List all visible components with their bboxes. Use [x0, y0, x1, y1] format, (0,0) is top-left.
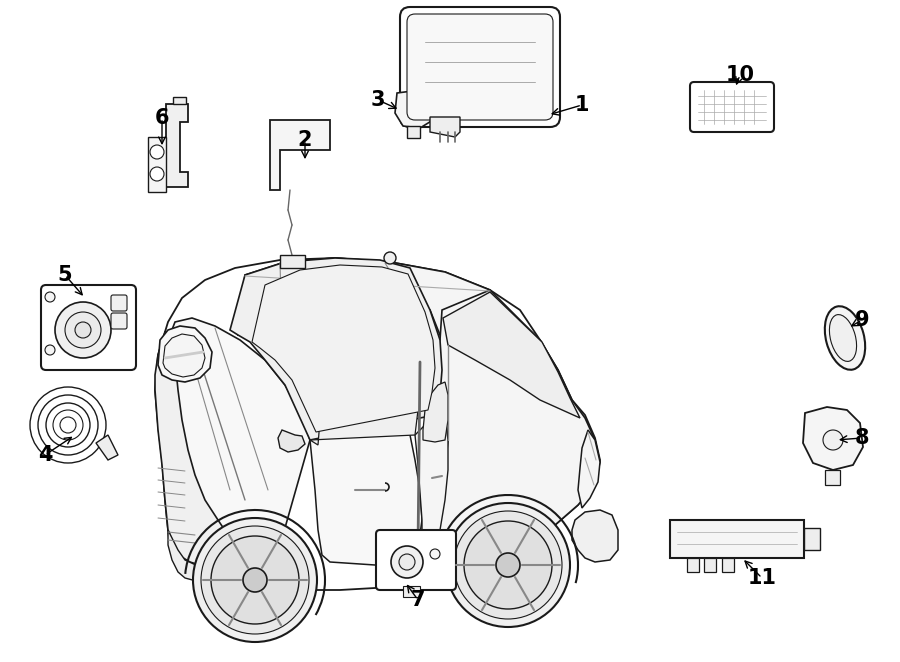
FancyBboxPatch shape: [376, 530, 456, 590]
Circle shape: [193, 518, 317, 642]
Polygon shape: [395, 90, 433, 128]
Text: 8: 8: [855, 428, 869, 448]
Circle shape: [55, 302, 111, 358]
Circle shape: [75, 322, 91, 338]
Circle shape: [150, 145, 164, 159]
Polygon shape: [722, 558, 734, 572]
Circle shape: [211, 536, 299, 624]
Polygon shape: [148, 137, 166, 192]
Circle shape: [391, 546, 423, 578]
FancyBboxPatch shape: [41, 285, 136, 370]
FancyBboxPatch shape: [690, 82, 774, 132]
Polygon shape: [166, 104, 188, 187]
Polygon shape: [230, 258, 442, 440]
Polygon shape: [173, 97, 186, 104]
Circle shape: [150, 167, 164, 181]
Polygon shape: [403, 586, 420, 597]
Circle shape: [201, 526, 309, 634]
Polygon shape: [415, 415, 448, 552]
Circle shape: [823, 430, 843, 450]
Text: 3: 3: [371, 90, 385, 110]
Polygon shape: [572, 510, 618, 562]
Polygon shape: [687, 558, 699, 572]
Polygon shape: [423, 382, 448, 442]
Circle shape: [243, 568, 267, 592]
Polygon shape: [310, 360, 440, 565]
Circle shape: [496, 553, 520, 577]
Text: 2: 2: [298, 130, 312, 150]
Circle shape: [384, 252, 396, 264]
Polygon shape: [430, 117, 460, 137]
Polygon shape: [96, 435, 118, 460]
FancyBboxPatch shape: [400, 7, 560, 127]
Polygon shape: [155, 332, 240, 572]
Circle shape: [45, 292, 55, 302]
Text: 1: 1: [575, 95, 590, 115]
FancyBboxPatch shape: [111, 313, 127, 329]
Polygon shape: [578, 430, 600, 508]
Polygon shape: [278, 430, 305, 452]
Text: 4: 4: [38, 445, 52, 465]
Polygon shape: [238, 258, 490, 340]
Polygon shape: [252, 265, 435, 432]
Ellipse shape: [824, 307, 865, 370]
Polygon shape: [804, 528, 820, 550]
Polygon shape: [158, 326, 212, 382]
Polygon shape: [407, 126, 420, 138]
Circle shape: [464, 521, 552, 609]
Circle shape: [45, 345, 55, 355]
Circle shape: [446, 503, 570, 627]
Polygon shape: [270, 120, 330, 190]
Text: 9: 9: [855, 310, 869, 330]
Polygon shape: [432, 290, 600, 566]
Polygon shape: [165, 318, 310, 563]
Polygon shape: [443, 292, 580, 418]
Text: 11: 11: [748, 568, 777, 588]
Polygon shape: [168, 530, 265, 585]
FancyBboxPatch shape: [111, 295, 127, 311]
Circle shape: [430, 549, 440, 559]
Circle shape: [399, 554, 415, 570]
Polygon shape: [310, 362, 418, 445]
Polygon shape: [825, 470, 840, 485]
Ellipse shape: [830, 314, 857, 361]
Polygon shape: [704, 558, 716, 572]
Polygon shape: [163, 334, 205, 377]
Polygon shape: [803, 407, 863, 470]
Circle shape: [454, 511, 562, 619]
Text: 10: 10: [725, 65, 754, 85]
Text: 7: 7: [410, 590, 425, 610]
Text: 6: 6: [155, 108, 169, 128]
Polygon shape: [280, 255, 305, 268]
FancyBboxPatch shape: [407, 14, 553, 120]
Circle shape: [65, 312, 101, 348]
Polygon shape: [670, 520, 804, 558]
Circle shape: [30, 387, 106, 463]
Polygon shape: [155, 258, 600, 590]
Text: 5: 5: [58, 265, 72, 285]
